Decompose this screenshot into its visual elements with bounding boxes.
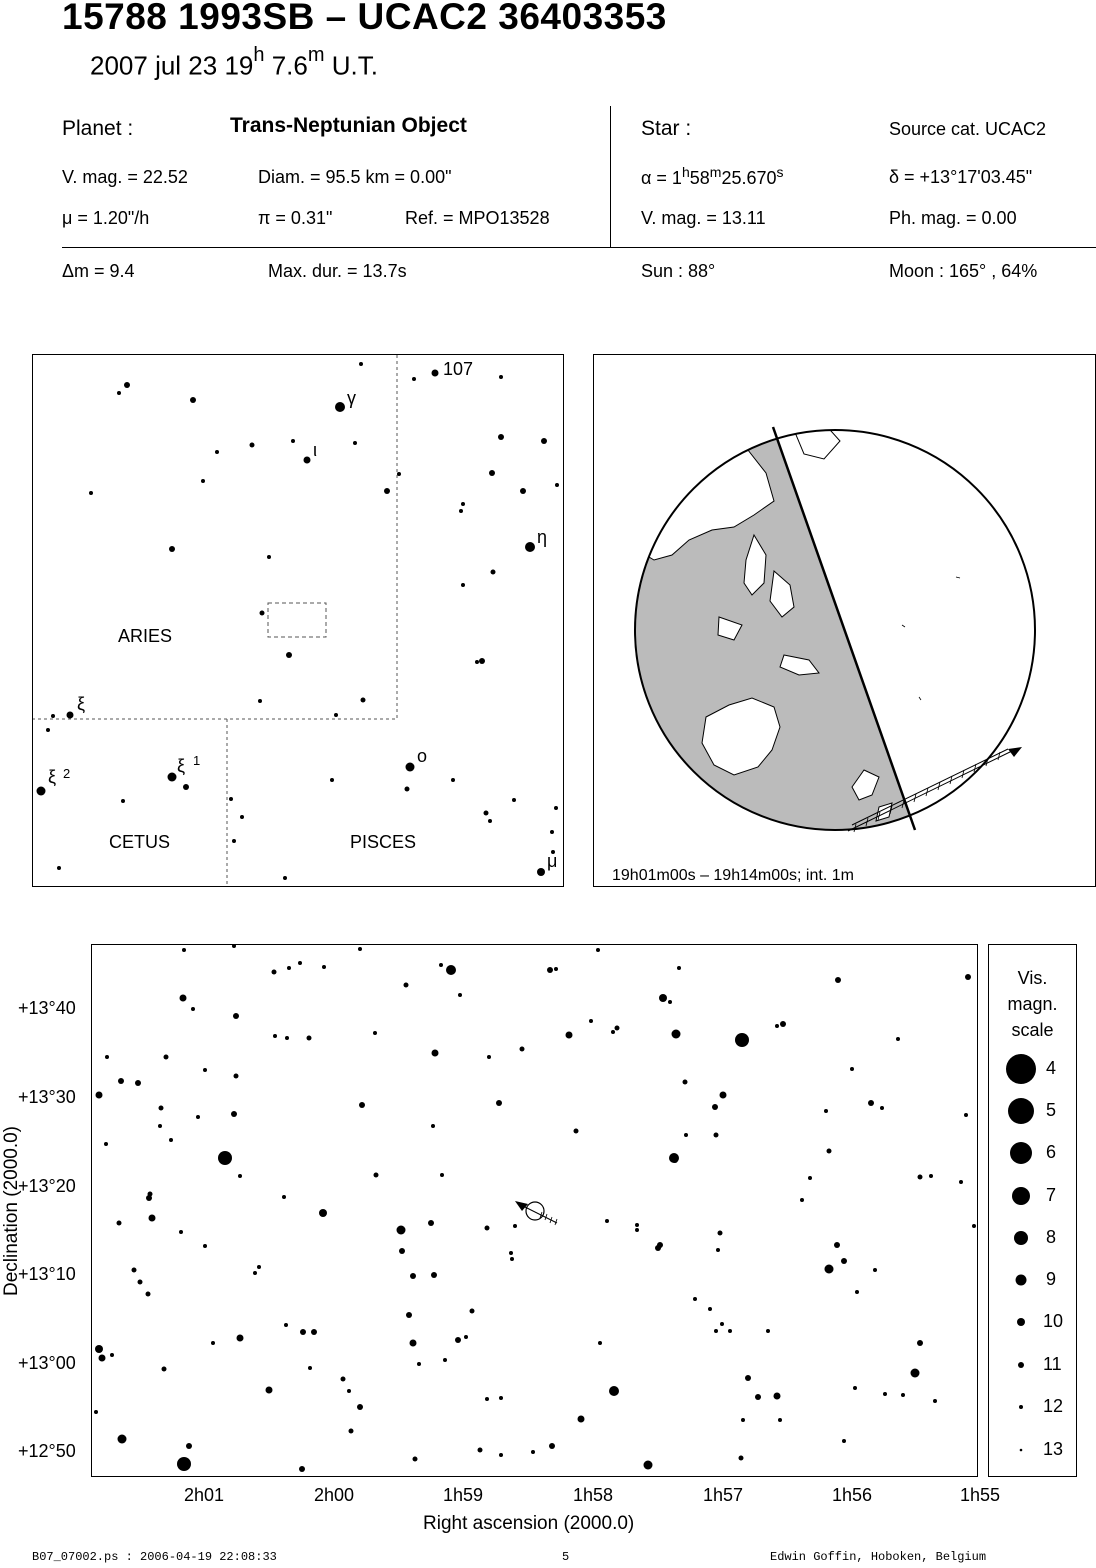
finder-chart-svg: ARIES CETUS PISCES 107 γ ι η ξ ξ 1 ξ 2 ο… — [33, 355, 559, 886]
label-mu: μ — [547, 851, 557, 871]
dec-tick-1310: +13°10 — [18, 1264, 76, 1284]
star-chart-svg — [94, 944, 976, 1472]
page-title: 15788 1993SB – UCAC2 36403353 — [62, 0, 667, 37]
event-datetime: 2007 jul 23 19h 7.6m U.T. — [90, 44, 378, 82]
footer-filename: B07_07002.ps : 2006-04-19 22:08:33 — [32, 1550, 277, 1564]
star-vmag: V. mag. = 13.11 — [641, 208, 766, 228]
finder-chart: ARIES CETUS PISCES 107 γ ι η ξ ξ 1 ξ 2 ο… — [32, 354, 564, 887]
planet-motion: μ = 1.20"/h — [62, 208, 150, 228]
finder-stars — [36, 362, 559, 880]
scale-title-line-1: Vis. — [1017, 968, 1048, 988]
globe-svg: 19h01m00s – 19h14m00s; int. 1m — [612, 426, 1036, 884]
footer-page-number: 5 — [562, 1550, 570, 1564]
globe-caption: 19h01m00s – 19h14m00s; int. 1m — [612, 867, 854, 884]
y-axis-label: Declination (2000.0) — [1, 1125, 22, 1297]
scale-mag-6: 6 — [1046, 1142, 1057, 1162]
label-pisces: PISCES — [350, 832, 416, 852]
ra-tick-1h56: 1h56 — [832, 1485, 873, 1505]
scale-mag-7: 7 — [1046, 1185, 1057, 1205]
terminator-line — [771, 426, 917, 831]
ra-h: h — [681, 164, 690, 180]
scale-mag-13: 13 — [1043, 1439, 1064, 1459]
ra-m: m — [709, 164, 722, 180]
scale-mag-4: 4 — [1046, 1058, 1057, 1078]
scale-title-line-2: magn. — [1007, 994, 1058, 1014]
planet-reference: Ref. = MPO13528 — [405, 208, 550, 228]
ra-mid: 58 — [689, 168, 710, 188]
planet-parallax: π = 0.31" — [258, 208, 333, 228]
planet-type: Trans-Neptunian Object — [230, 114, 467, 137]
dec-tick-1250: +12°50 — [18, 1441, 76, 1461]
moon-elongation: Moon : 165° , 64% — [889, 261, 1038, 281]
label-omicron: ο — [417, 746, 427, 766]
planet-label: Planet : — [62, 117, 134, 140]
ra-tick-1h59: 1h59 — [443, 1485, 484, 1505]
label-xi2-num: 2 — [63, 766, 70, 781]
label-cetus: CETUS — [109, 832, 170, 852]
magnitude-scale: Vis. magn. scale 4 5 6 7 8 9 10 11 12 13 — [988, 944, 1077, 1477]
label-xi2: ξ — [48, 767, 56, 787]
info-divider — [610, 106, 611, 248]
globe-landmasses — [638, 430, 893, 822]
hour-superscript: h — [253, 44, 265, 66]
ra-tick-2h00: 2h00 — [314, 1485, 355, 1505]
ra-tick-1h58: 1h58 — [573, 1485, 614, 1505]
minutes-text: 7.6 — [264, 50, 308, 81]
scale-title-line-3: scale — [1011, 1020, 1054, 1040]
dec-tick-1320: +13°20 — [18, 1176, 76, 1196]
ra-end: 25.670 — [721, 168, 777, 188]
date-text: 2007 jul 23 19 — [90, 50, 254, 81]
label-eta: η — [537, 527, 547, 547]
scale-mag-11: 11 — [1043, 1354, 1062, 1374]
ra-tick-2h01: 2h01 — [184, 1485, 225, 1505]
magnitude-dots — [1006, 1054, 1036, 1452]
label-xi1-num: 1 — [193, 753, 200, 768]
label-107: 107 — [443, 359, 473, 379]
max-duration: Max. dur. = 13.7s — [268, 261, 407, 281]
scale-mag-12: 12 — [1043, 1396, 1064, 1416]
label-gamma: γ — [347, 388, 356, 408]
dec-tick-1330: +13°30 — [18, 1087, 76, 1107]
star-label: Star : — [641, 117, 692, 140]
star-chart — [91, 944, 978, 1477]
label-xi: ξ — [77, 694, 85, 714]
label-iota: ι — [313, 440, 317, 460]
ut-text: U.T. — [324, 50, 378, 81]
label-xi1: ξ — [177, 756, 185, 776]
magnitude-scale-title: Vis. magn. scale — [989, 965, 1076, 1043]
chart-stars — [94, 944, 976, 1472]
footer-author: Edwin Goffin, Hoboken, Belgium — [770, 1550, 987, 1564]
minute-superscript: m — [307, 44, 325, 66]
dec-tick-1340: +13°40 — [18, 998, 76, 1018]
info-rule — [62, 247, 1096, 248]
ra-s: s — [776, 164, 784, 180]
sun-elongation: Sun : 88° — [641, 261, 716, 281]
planet-diameter: Diam. = 95.5 km = 0.00" — [258, 167, 452, 187]
ra-tick-1h55: 1h55 — [960, 1485, 1001, 1505]
shadow-path — [847, 747, 1022, 833]
star-phmag: Ph. mag. = 0.00 — [889, 208, 1017, 228]
star-right-ascension: α = 1h58m25.670s — [641, 164, 784, 189]
globe-night-side — [635, 430, 915, 830]
scale-mag-8: 8 — [1046, 1227, 1057, 1247]
scale-mag-10: 10 — [1043, 1311, 1064, 1331]
scale-mag-9: 9 — [1046, 1269, 1057, 1289]
globe-panel: 19h01m00s – 19h14m00s; int. 1m — [593, 354, 1096, 887]
star-source-catalog: Source cat. UCAC2 — [889, 119, 1047, 139]
chart-field-box — [267, 602, 327, 638]
constellation-boundaries — [33, 355, 398, 886]
label-aries: ARIES — [118, 626, 172, 646]
globe-outline — [634, 429, 1036, 831]
x-axis-label: Right ascension (2000.0) — [423, 1513, 635, 1534]
occultation-track — [515, 1201, 558, 1226]
dec-tick-1300: +13°00 — [18, 1353, 76, 1373]
ra-prefix: α = 1 — [641, 168, 682, 188]
star-declination: δ = +13°17'03.45" — [889, 167, 1033, 187]
planet-vmag: V. mag. = 22.52 — [62, 167, 188, 187]
ra-tick-1h57: 1h57 — [703, 1485, 744, 1505]
delta-magnitude: Δm = 9.4 — [62, 261, 135, 281]
scale-mag-5: 5 — [1046, 1100, 1057, 1120]
globe-minor-islands — [901, 474, 1033, 724]
